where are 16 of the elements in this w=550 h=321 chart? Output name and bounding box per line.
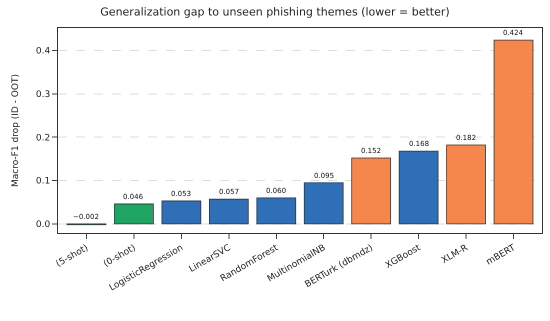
bar bbox=[351, 158, 392, 224]
y-tick-label: 0.0 bbox=[36, 220, 50, 230]
y-tick-label: 0.1 bbox=[36, 176, 50, 187]
y-tick-label: 0.4 bbox=[36, 46, 50, 57]
bar bbox=[208, 198, 249, 224]
bar bbox=[446, 144, 486, 224]
bar bbox=[304, 182, 344, 224]
bar bbox=[398, 150, 438, 224]
bar bbox=[494, 40, 534, 224]
bar bbox=[162, 200, 202, 224]
chart-title: Generalization gap to unseen phishing themes (lower = better) bbox=[100, 6, 450, 19]
y-tick-label: 0.2 bbox=[36, 133, 50, 144]
bar bbox=[256, 197, 296, 224]
bar bbox=[114, 204, 154, 224]
y-axis-title: Macro-F1 drop (ID - OOT) bbox=[11, 74, 22, 187]
y-tick-label: 0.3 bbox=[36, 90, 50, 100]
